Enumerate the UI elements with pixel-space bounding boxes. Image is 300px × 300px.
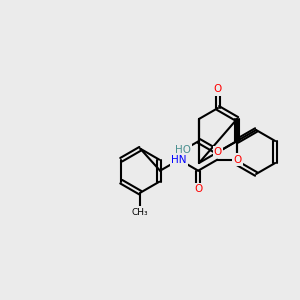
Text: O: O	[214, 147, 222, 157]
Text: CH₃: CH₃	[132, 208, 148, 217]
Text: O: O	[233, 155, 241, 165]
Text: HO: HO	[175, 145, 191, 155]
Text: HN: HN	[171, 155, 187, 165]
Text: O: O	[194, 184, 202, 194]
Text: O: O	[214, 84, 222, 94]
